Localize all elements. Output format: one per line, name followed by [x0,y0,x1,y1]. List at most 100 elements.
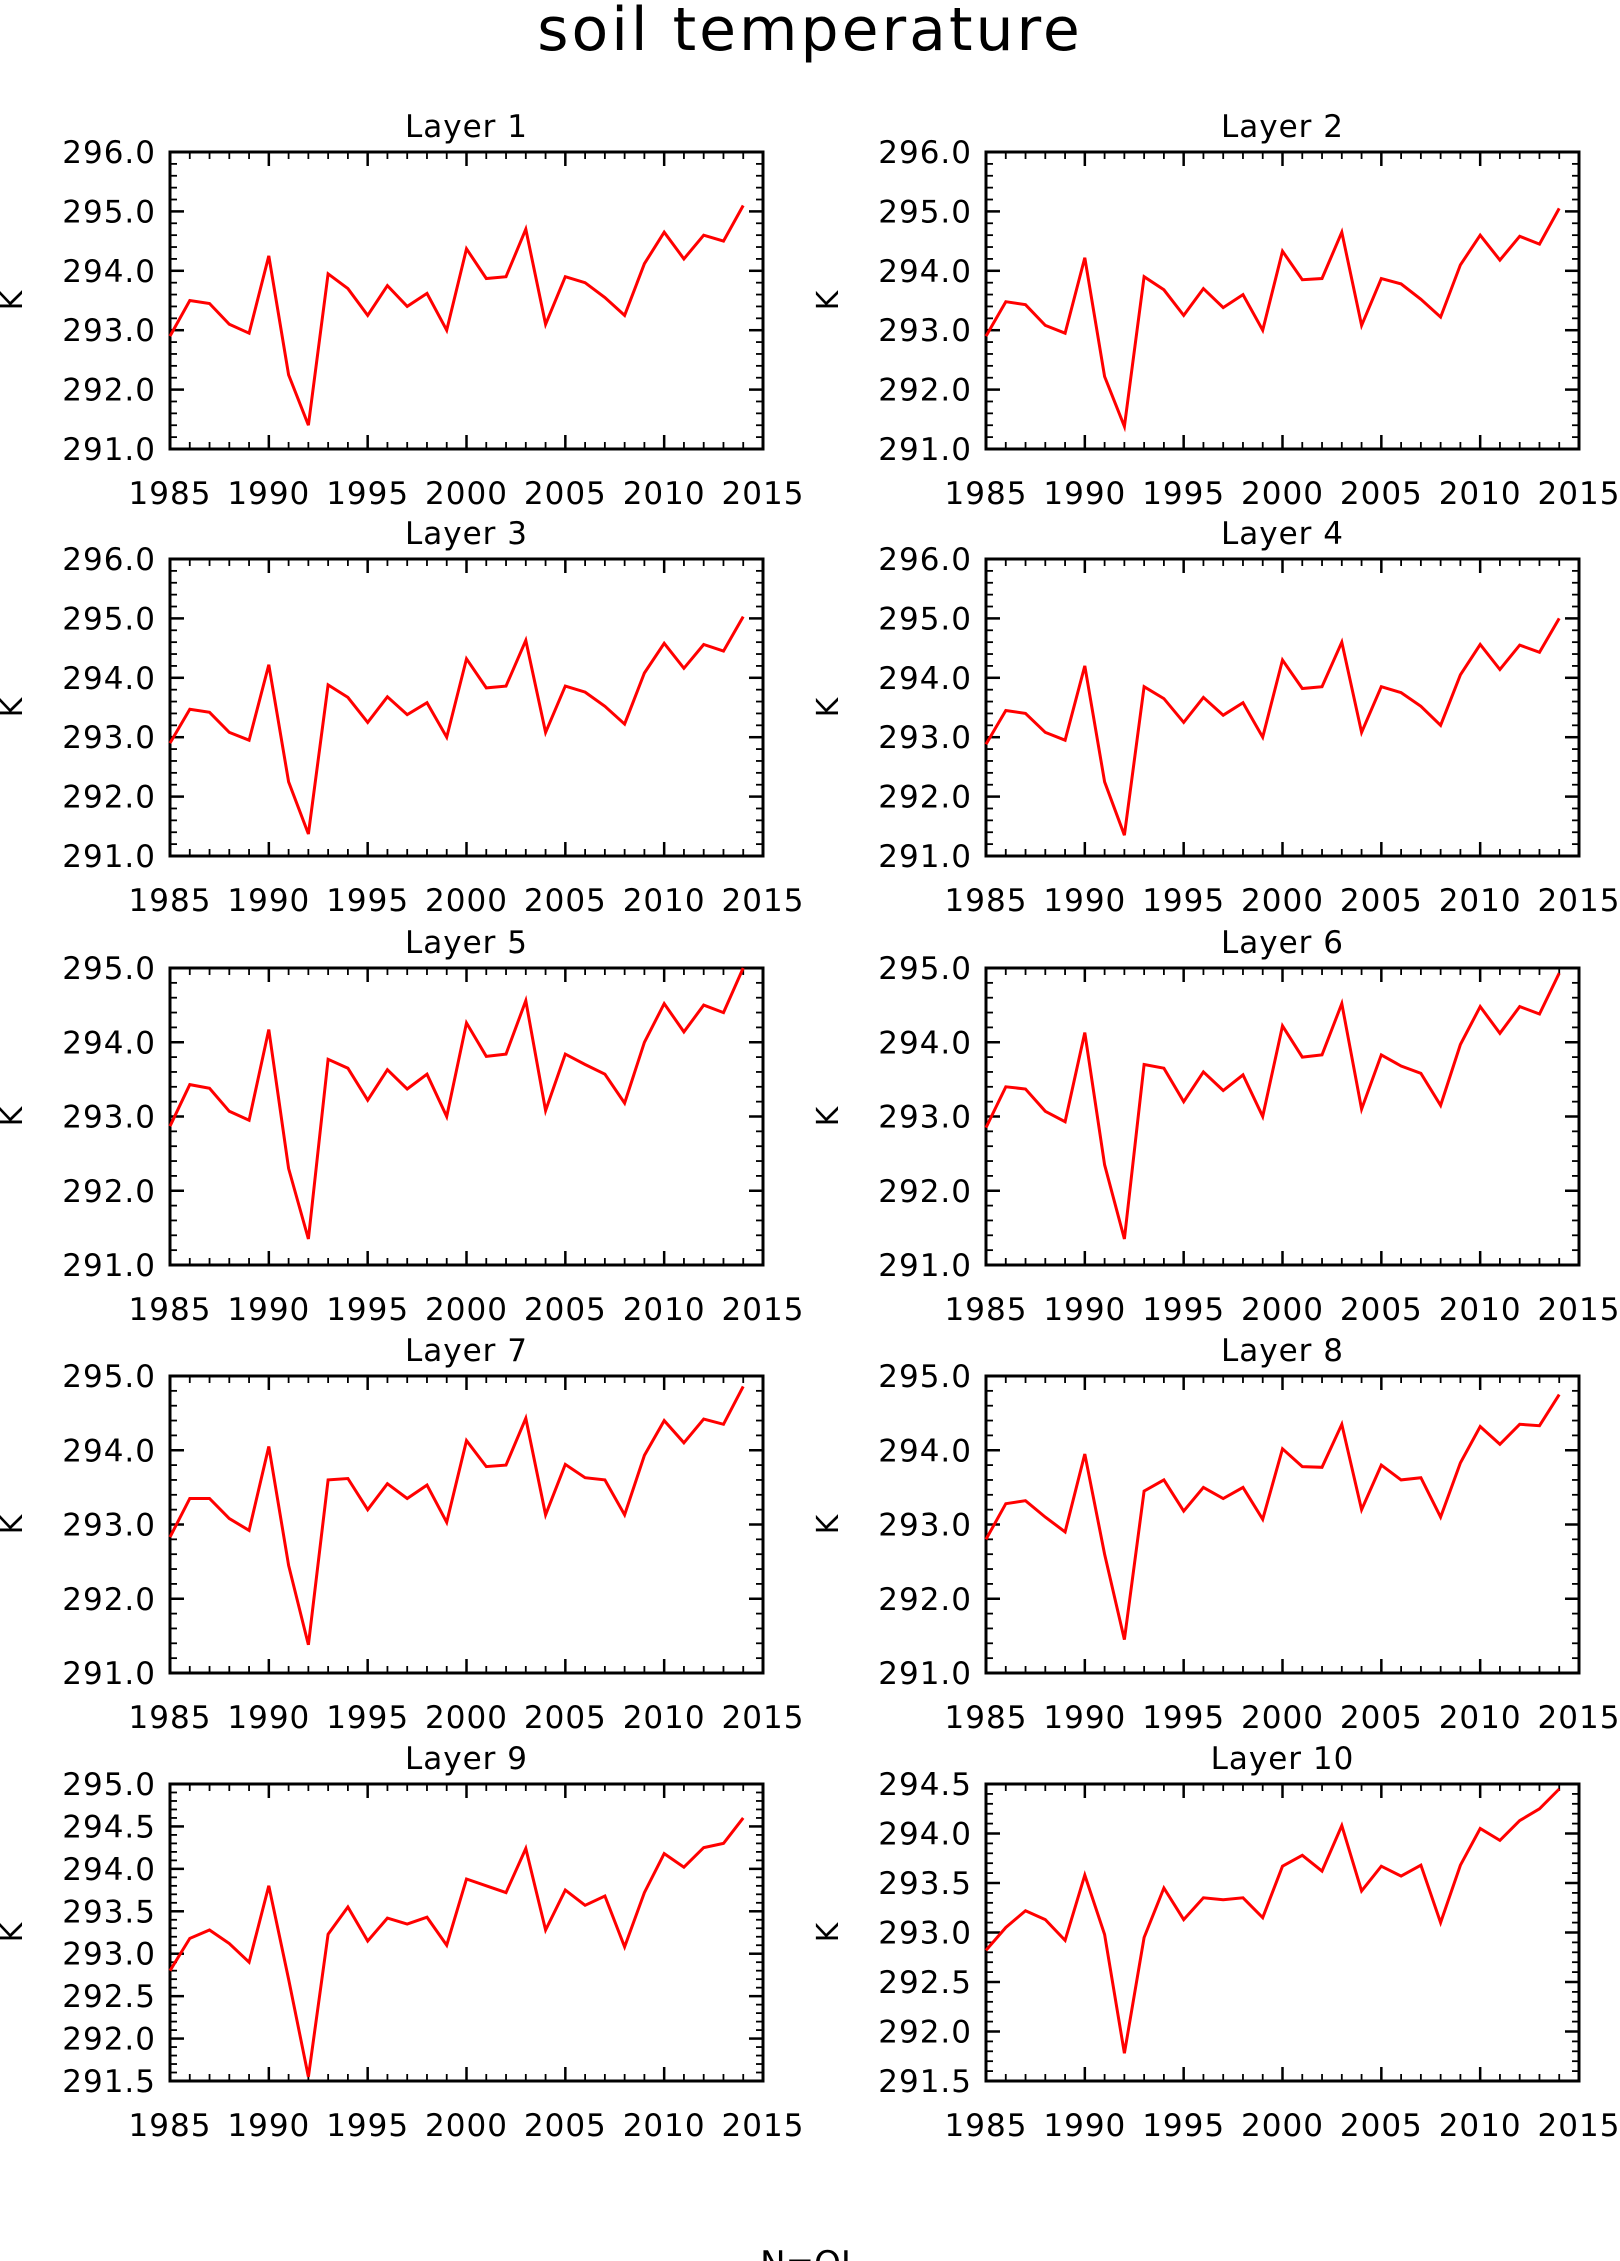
y-axis-label: K [811,1921,846,1942]
x-tick-label: 1990 [227,1700,310,1736]
y-tick-label: 295.0 [878,601,972,637]
x-tick-label: 2000 [1241,1700,1324,1736]
x-tick-label: 2015 [1538,1700,1620,1736]
series-line [984,207,1561,433]
y-tick-label: 291.0 [62,432,156,468]
x-tick-label: 1995 [326,476,409,512]
series-line [168,615,745,835]
y-tick-label: 292.0 [878,780,972,816]
y-tick-label: 295.0 [62,1767,156,1803]
series-line [984,617,1561,836]
x-tick-label: 2005 [524,1700,607,1736]
plot-frame [984,1374,1581,1675]
series-line [168,1816,745,2078]
x-tick-label: 1990 [1043,476,1126,512]
x-tick-label: 2010 [1439,1292,1522,1328]
x-tick-label: 1990 [1043,1700,1126,1736]
x-tick-label: 1990 [227,883,310,919]
y-tick-label: 292.0 [878,373,972,409]
y-tick-label: 293.0 [62,1508,156,1544]
x-tick-label: 2015 [1538,476,1620,512]
y-tick-label: 295.0 [878,1359,972,1395]
plot-frame [984,150,1581,451]
x-tick-label: 2015 [722,1700,805,1736]
x-tick-label: 1995 [1142,883,1225,919]
x-tick-label: 2010 [623,1700,706,1736]
x-tick-label: 2010 [623,1292,706,1328]
y-tick-label: 292.0 [62,2022,156,2058]
plot-frame [168,557,765,858]
x-tick-label: 1985 [129,1292,212,1328]
x-tick-label: 2015 [722,1292,805,1328]
y-axis-label: K [0,289,30,310]
x-tick-label: 2000 [1241,1292,1324,1328]
y-tick-label: 292.0 [878,1174,972,1210]
y-tick-label: 292.0 [878,1582,972,1618]
y-tick-label: 291.0 [62,1656,156,1692]
x-tick-label: 2000 [1241,2108,1324,2144]
x-tick-label: 1990 [1043,2108,1126,2144]
y-tick-label: 293.0 [878,1916,972,1952]
y-tick-label: 291.0 [878,432,972,468]
y-tick-label: 294.0 [62,254,156,290]
plot-frame [168,966,765,1267]
y-axis-label: K [0,696,30,717]
panel-title: Layer 2 [1221,109,1344,145]
series-line [168,204,745,426]
panel-layer-5: Layer 5 1985 1990 1995 2000 2005 2010 2015 291.0… [0,925,805,1328]
x-tick-label: 2015 [722,883,805,919]
x-tick-label: 2005 [1340,476,1423,512]
x-tick-label: 1985 [945,2108,1028,2144]
panel-title: Layer 3 [405,516,528,552]
panel-title: Layer 5 [405,925,528,961]
x-tick-label: 1985 [129,1700,212,1736]
y-tick-label: 294.0 [878,1025,972,1061]
panel-layer-6: Layer 6 1985 1990 1995 2000 2005 2010 2015 291.0… [811,925,1619,1328]
x-tick-label: 1985 [945,1292,1028,1328]
y-tick-label: 293.0 [878,1508,972,1544]
y-tick-label: 293.0 [62,1100,156,1136]
x-tick-label: 1995 [1142,476,1225,512]
x-tick-label: 1995 [326,883,409,919]
y-tick-label: 292.5 [878,1965,972,2001]
x-tick-label: 2005 [524,2108,607,2144]
plot-frame [984,1782,1581,2083]
x-tick-label: 2005 [524,476,607,512]
y-axis-label: K [811,1513,846,1534]
x-tick-label: 1990 [1043,883,1126,919]
panel-title: Layer 4 [1221,516,1344,552]
y-tick-label: 294.0 [62,1433,156,1469]
x-tick-label: 2005 [1340,1700,1423,1736]
y-tick-label: 293.5 [878,1866,972,1902]
y-tick-label: 293.0 [878,313,972,349]
x-tick-label: 1985 [945,1700,1028,1736]
panel-title: Layer 1 [405,109,528,145]
panel-layer-3: Layer 3 1985 1990 1995 2000 2005 2010 2015 291.0… [0,516,805,919]
x-tick-label: 1995 [326,2108,409,2144]
y-tick-label: 296.0 [62,135,156,171]
y-tick-label: 294.0 [62,1025,156,1061]
panel-title: Layer 6 [1221,925,1344,961]
y-tick-label: 291.5 [878,2064,972,2100]
panel-layer-4: Layer 4 1985 1990 1995 2000 2005 2010 2015 291.0… [811,516,1619,919]
y-tick-label: 296.0 [62,542,156,578]
y-tick-label: 294.0 [878,661,972,697]
y-tick-label: 293.0 [878,1100,972,1136]
x-tick-label: 1995 [1142,1292,1225,1328]
panel-layer-9: Layer 9 1985 1990 1995 2000 2005 2010 2015 291.5… [0,1741,803,2144]
x-tick-label: 2010 [1439,2108,1522,2144]
y-tick-label: 294.5 [878,1767,972,1803]
x-tick-label: 1995 [1142,2108,1225,2144]
panel-layer-1: Layer 1 1985 1990 1995 2000 2005 2010 2015 291.0… [0,109,803,512]
y-tick-label: 291.0 [878,839,972,875]
x-tick-label: 2000 [1241,476,1324,512]
y-tick-label: 295.0 [62,601,156,637]
y-tick-label: 291.0 [62,839,156,875]
y-tick-label: 292.5 [62,1979,156,2015]
y-tick-label: 293.0 [62,1937,156,1973]
x-tick-label: 1990 [1043,1292,1126,1328]
y-tick-label: 296.0 [878,542,972,578]
y-tick-label: 293.0 [62,720,156,756]
panel-title: Layer 8 [1221,1333,1344,1369]
y-tick-label: 296.0 [878,135,972,171]
